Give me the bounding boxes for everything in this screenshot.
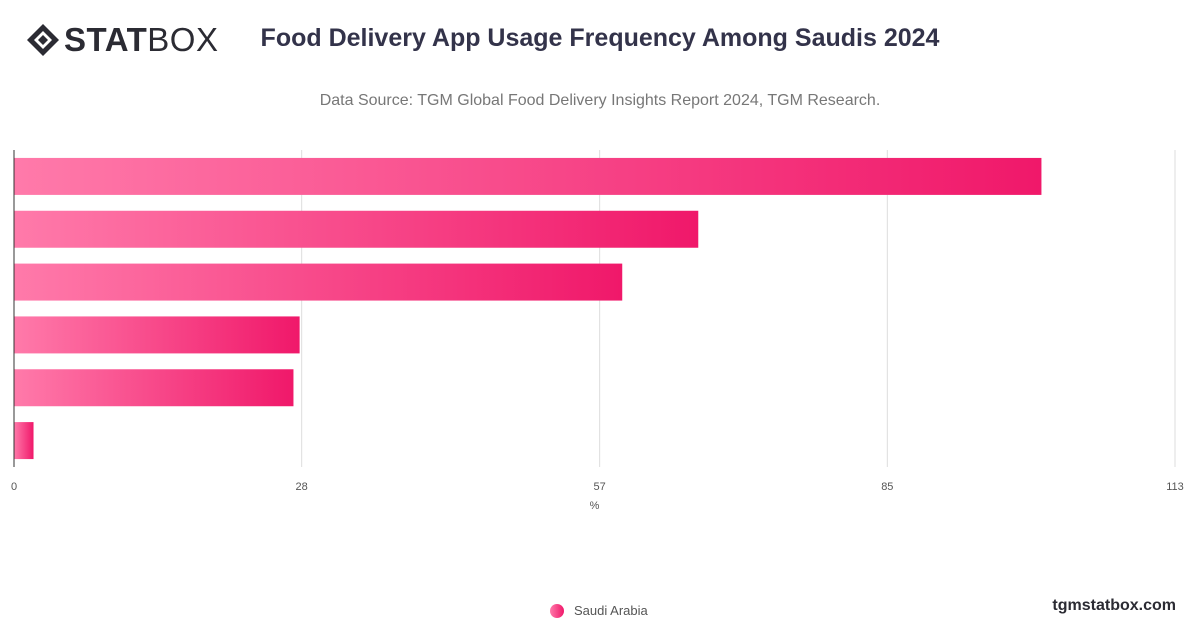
bars — [14, 157, 1042, 460]
x-tick-labels: 0 28 57 85 113 — [11, 481, 1184, 493]
x-tick-label: 57 — [594, 481, 606, 493]
x-tick-label: 28 — [296, 481, 308, 493]
bar[interactable] — [14, 263, 623, 301]
diamond-logo-icon — [27, 24, 59, 56]
x-tick-label: 113 — [1166, 481, 1184, 493]
logo-text-bold: STAT — [64, 21, 148, 58]
chart-subtitle: Data Source: TGM Global Food Delivery In… — [319, 92, 881, 109]
site-url: tgmstatbox.com — [1052, 597, 1176, 614]
bar[interactable] — [14, 210, 699, 248]
bar[interactable] — [14, 157, 1042, 195]
chart-title: Food Delivery App Usage Frequency Among … — [260, 24, 940, 52]
x-tick-label: 0 — [11, 481, 17, 493]
x-axis-label: % — [590, 500, 600, 512]
legend[interactable]: Saudi Arabia — [550, 603, 648, 618]
legend-label: Saudi Arabia — [574, 603, 648, 618]
logo-text-light: BOX — [147, 21, 219, 58]
statbox-logo: STATBOX — [26, 22, 218, 58]
bar[interactable] — [14, 316, 300, 354]
bar[interactable] — [14, 369, 294, 407]
x-tick-label: 85 — [881, 481, 893, 493]
bar[interactable] — [14, 422, 34, 460]
logo-text: STATBOX — [64, 22, 218, 58]
legend-marker — [550, 603, 564, 618]
gridlines — [301, 150, 1176, 467]
